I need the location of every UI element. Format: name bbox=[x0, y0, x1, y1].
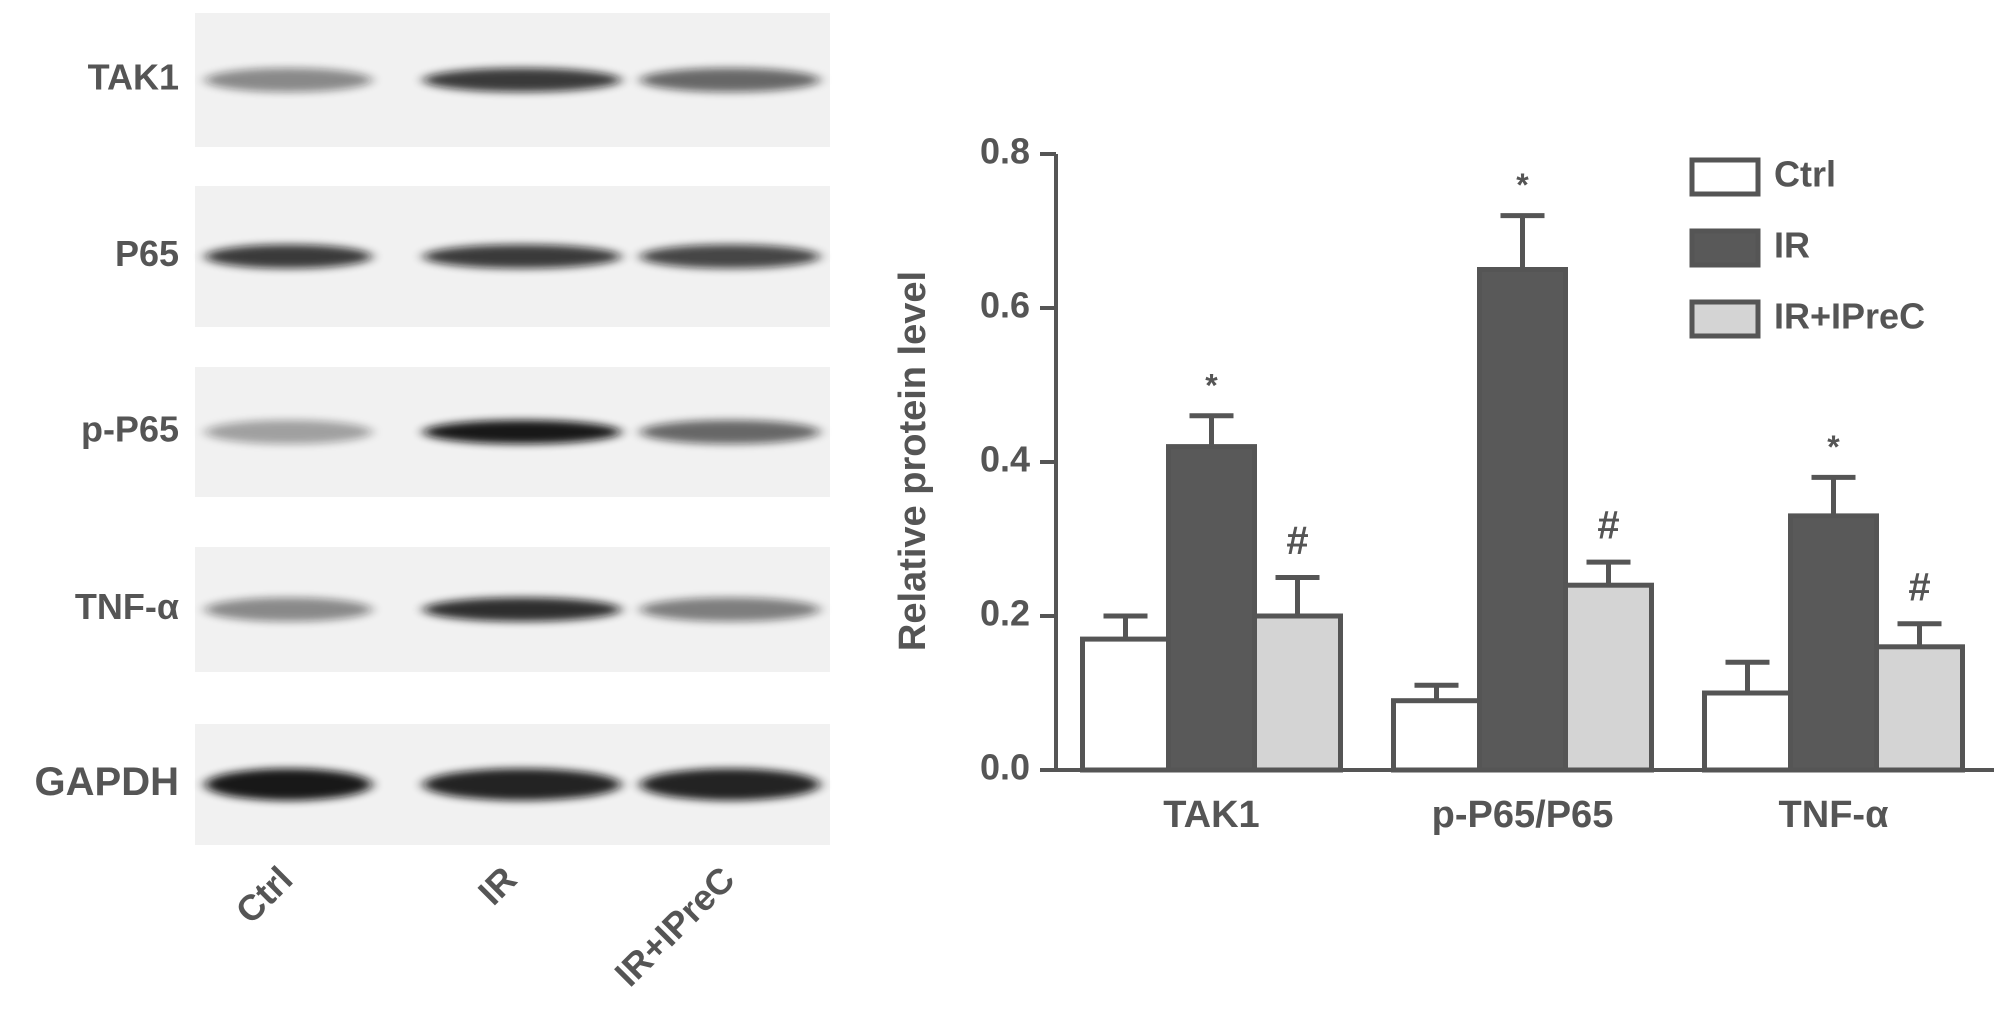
legend-label: Ctrl bbox=[1774, 154, 1836, 195]
blot-band bbox=[640, 244, 820, 269]
blot-row-label: p-P65 bbox=[81, 409, 179, 450]
error-bar bbox=[1586, 559, 1631, 586]
blot-band bbox=[640, 68, 820, 92]
legend-swatch bbox=[1689, 228, 1761, 268]
blot-band bbox=[205, 68, 372, 92]
bar bbox=[1702, 690, 1793, 773]
bar bbox=[1391, 698, 1482, 773]
x-tick-label: TNF-α bbox=[1779, 794, 1889, 836]
blot-row-label: GAPDH bbox=[35, 760, 179, 804]
significance-marker: * bbox=[1827, 429, 1840, 465]
blot-row-label: P65 bbox=[115, 233, 179, 274]
error-bar bbox=[1897, 621, 1942, 647]
error-bar bbox=[1275, 575, 1320, 616]
y-tick-label: 0.6 bbox=[980, 285, 1030, 326]
blot-band bbox=[205, 244, 372, 269]
error-bar bbox=[1414, 682, 1459, 701]
blot-band bbox=[423, 768, 621, 801]
error-bar bbox=[1189, 413, 1234, 447]
blot-band bbox=[205, 597, 372, 622]
y-tick-label: 0.4 bbox=[980, 439, 1030, 480]
blot-row-label: TAK1 bbox=[88, 57, 179, 98]
blot-band bbox=[640, 768, 820, 801]
bar bbox=[1252, 613, 1343, 773]
blot-band bbox=[205, 768, 372, 801]
error-bar bbox=[1500, 213, 1545, 270]
blot-lane-label: Ctrl bbox=[228, 858, 301, 931]
blot-lane-label: IR bbox=[470, 858, 524, 912]
blot-band bbox=[423, 420, 621, 444]
blot-band bbox=[640, 597, 820, 622]
blot-band bbox=[205, 420, 372, 444]
legend-swatch bbox=[1689, 299, 1761, 339]
blot-band bbox=[423, 597, 621, 622]
bar bbox=[1080, 636, 1171, 773]
x-tick-label: TAK1 bbox=[1163, 794, 1259, 836]
blot-lane-label: IR+IPreC bbox=[607, 858, 743, 994]
error-bar bbox=[1725, 659, 1770, 693]
y-tick-label: 0.8 bbox=[980, 131, 1030, 172]
legend-swatch bbox=[1689, 157, 1761, 197]
blot-band bbox=[640, 420, 820, 444]
bar bbox=[1477, 267, 1568, 773]
x-tick-label: p-P65/P65 bbox=[1432, 794, 1614, 836]
bar bbox=[1874, 644, 1965, 773]
significance-marker: # bbox=[1286, 519, 1308, 563]
bar-chart: Relative protein level 0.0 0.2 0.4 0.6 0.8 TA… bbox=[892, 131, 1994, 836]
western-blot: TAK1 P65 p-P65 TNF-α GAPDH Ctrl IR IR+IPreC bbox=[35, 13, 830, 994]
legend-label: IR+IPreC bbox=[1774, 296, 1925, 337]
y-tick-label: 0.2 bbox=[980, 593, 1030, 634]
significance-marker: # bbox=[1908, 565, 1930, 609]
significance-marker: # bbox=[1597, 504, 1619, 548]
y-axis-label: Relative protein level bbox=[892, 271, 934, 651]
error-bar bbox=[1811, 474, 1856, 516]
bar bbox=[1563, 582, 1654, 773]
error-bar bbox=[1103, 613, 1148, 640]
blot-band bbox=[423, 244, 621, 269]
blot-row-label: TNF-α bbox=[75, 586, 179, 627]
significance-marker: * bbox=[1516, 167, 1529, 203]
bar bbox=[1166, 444, 1257, 773]
legend-label: IR bbox=[1774, 225, 1810, 266]
blot-band bbox=[423, 68, 621, 92]
y-tick-label: 0.0 bbox=[980, 747, 1030, 788]
significance-marker: * bbox=[1205, 367, 1218, 403]
bar bbox=[1788, 513, 1879, 773]
